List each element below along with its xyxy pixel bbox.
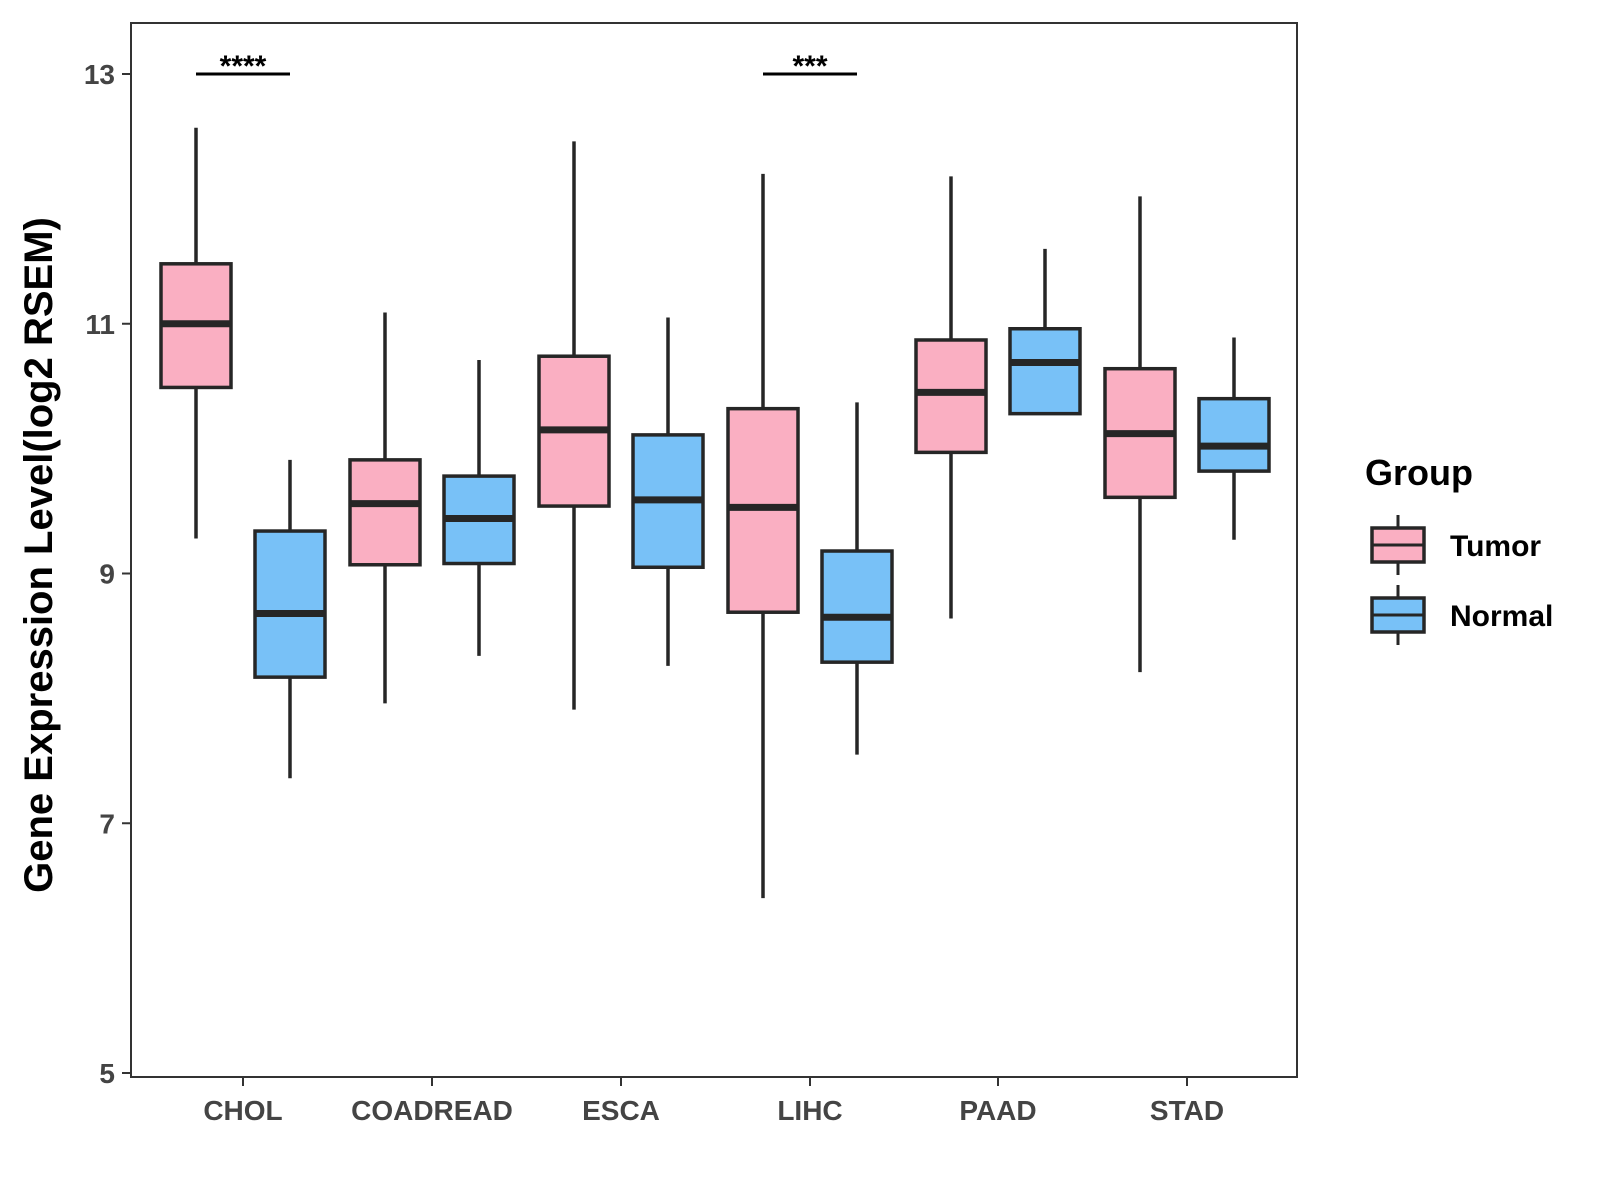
y-tick-label: 11 <box>85 309 115 340</box>
y-tick-label: 9 <box>99 559 115 590</box>
significance-label: **** <box>220 50 267 83</box>
legend-label-tumor: Tumor <box>1450 530 1541 563</box>
box-tumor-esca <box>537 141 611 710</box>
legend: Group Tumor Normal <box>1365 452 1553 645</box>
box-normal-paad <box>1008 248 1082 416</box>
box-tumor-coadread <box>348 312 422 704</box>
box-iqr <box>1197 396 1271 473</box>
legend-entries: Tumor Normal <box>1370 515 1553 645</box>
axes: 5 7 9 11 13 CHOL COADREAD ESCA LIHC PAAD STAD <box>84 59 1224 1126</box>
significance-annotations: **** *** <box>196 50 857 83</box>
x-tick-label-esca: ESCA <box>582 1095 660 1126</box>
significance-lihc: *** <box>763 50 857 83</box>
box-tumor-paad <box>914 176 988 619</box>
box-normal-esca <box>631 317 705 666</box>
y-tick-label: 7 <box>99 808 115 839</box>
box-tumor-stad <box>1103 196 1177 673</box>
box-tumor-lihc <box>726 173 800 899</box>
box-normal-chol <box>253 459 327 779</box>
y-tick-label: 13 <box>84 59 115 90</box>
box-iqr <box>820 549 894 664</box>
significance-label: *** <box>792 50 827 83</box>
significance-chol: **** <box>196 50 290 83</box>
x-tick-label-lihc: LIHC <box>777 1095 842 1126</box>
y-axis-title: Gene Expression Level(log2 RSEM) <box>17 217 61 893</box>
box-tumor-chol <box>159 127 233 539</box>
boxes <box>159 127 1271 899</box>
x-tick-label-paad: PAAD <box>959 1095 1036 1126</box>
x-tick-label-coadread: COADREAD <box>351 1095 513 1126</box>
box-normal-coadread <box>442 359 516 656</box>
legend-title: Group <box>1365 452 1473 493</box>
x-tick-label-chol: CHOL <box>203 1095 282 1126</box>
box-iqr <box>253 529 327 679</box>
legend-entry-normal: Normal <box>1370 585 1553 645</box>
legend-entry-tumor: Tumor <box>1370 515 1541 575</box>
box-iqr <box>348 458 422 567</box>
box-iqr <box>914 338 988 455</box>
box-normal-lihc <box>820 402 894 755</box>
legend-label-normal: Normal <box>1450 600 1553 633</box>
box-normal-stad <box>1197 337 1271 540</box>
x-tick-label-stad: STAD <box>1150 1095 1224 1126</box>
y-tick-label: 5 <box>99 1058 115 1089</box>
box-iqr <box>1008 326 1082 416</box>
